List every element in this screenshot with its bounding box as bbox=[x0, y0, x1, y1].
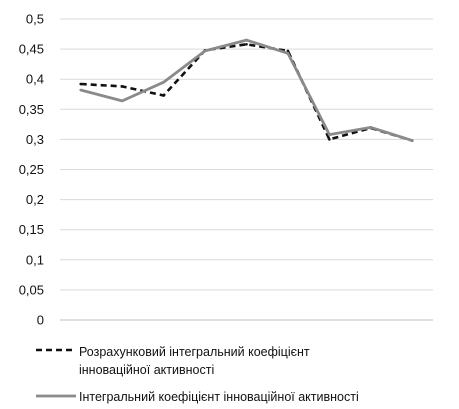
data-point bbox=[79, 82, 83, 86]
data-point bbox=[328, 138, 331, 141]
y-tick-label: 0,45 bbox=[19, 42, 44, 57]
series-line-calculated bbox=[80, 42, 413, 142]
y-tick-label: 0,25 bbox=[19, 162, 44, 177]
data-point bbox=[79, 88, 83, 92]
legend-label: Інтегральний коефіцієнт інноваційної акт… bbox=[79, 390, 359, 404]
y-tick-label: 0,15 bbox=[19, 222, 44, 237]
y-tick-label: 0 bbox=[37, 313, 44, 328]
y-tick-label: 0,3 bbox=[26, 132, 44, 147]
data-point bbox=[328, 133, 331, 136]
data-point bbox=[162, 94, 165, 97]
legend-label: Розрахунковий інтегральний коефіцієнт bbox=[79, 345, 310, 359]
y-tick-label: 0,35 bbox=[19, 102, 44, 117]
series-lines bbox=[79, 38, 414, 142]
data-point bbox=[120, 99, 124, 103]
data-point bbox=[369, 126, 373, 129]
gridlines bbox=[60, 18, 433, 291]
data-point bbox=[286, 49, 290, 53]
legend-label: інноваційної активності bbox=[79, 363, 214, 377]
data-point bbox=[245, 42, 248, 46]
data-point bbox=[120, 85, 124, 88]
data-point bbox=[245, 38, 248, 42]
y-tick-label: 0,05 bbox=[19, 282, 44, 297]
axes: 0 0,05 0,1 0,15 0,2 0,25 0,3 0,35 0,4 0,45 0,5 bbox=[19, 12, 433, 328]
data-point bbox=[286, 52, 290, 55]
data-point bbox=[162, 80, 165, 84]
y-tick-label: 0,4 bbox=[26, 72, 44, 87]
series-line-integral bbox=[80, 38, 413, 142]
y-tick-label: 0,1 bbox=[26, 252, 44, 267]
y-tick-label: 0,2 bbox=[26, 192, 44, 207]
y-tick-label: 0,5 bbox=[26, 12, 44, 27]
legend: Розрахунковий інтегральний коефіцієнт інн… bbox=[36, 345, 359, 404]
data-point bbox=[410, 139, 414, 142]
data-point bbox=[203, 49, 207, 53]
